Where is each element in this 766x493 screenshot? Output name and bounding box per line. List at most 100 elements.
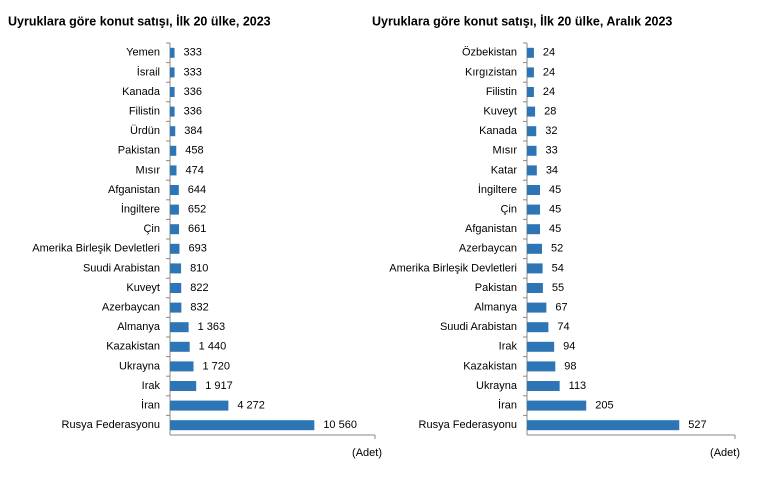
value-label: 333 <box>184 66 202 78</box>
value-label: 822 <box>190 282 208 294</box>
bar <box>170 361 194 372</box>
value-label: 45 <box>549 184 561 196</box>
category-label: Mısır <box>493 145 518 157</box>
value-label: 1 720 <box>203 360 231 372</box>
bar <box>170 243 180 254</box>
category-label: Irak <box>499 341 518 353</box>
value-label: 113 <box>569 380 587 392</box>
bar <box>170 87 175 97</box>
value-label: 1 363 <box>198 321 226 333</box>
bar <box>527 67 534 78</box>
bar <box>170 47 175 58</box>
value-label: 336 <box>184 86 202 98</box>
category-label: Irak <box>142 380 161 392</box>
category-label: Filistin <box>129 106 160 118</box>
category-label: Almanya <box>474 302 518 314</box>
value-label: 1 917 <box>205 380 233 392</box>
category-label: Suudi Arabistan <box>83 262 160 274</box>
value-label: 810 <box>190 262 208 274</box>
bar <box>527 263 543 274</box>
bar <box>170 224 180 235</box>
category-label: Ukrayna <box>119 360 161 372</box>
category-label: Pakistan <box>475 282 517 294</box>
bar <box>170 126 176 137</box>
value-label: 33 <box>546 145 558 157</box>
value-label: 10 560 <box>323 419 357 431</box>
value-label: 661 <box>188 223 206 235</box>
value-label: 4 272 <box>237 400 265 412</box>
category-label: Kazakistan <box>106 341 160 353</box>
value-label: 24 <box>543 47 555 59</box>
value-label: 67 <box>555 302 567 314</box>
category-label: Pakistan <box>118 145 160 157</box>
bar <box>527 87 534 97</box>
value-label: 45 <box>549 223 561 235</box>
bar <box>170 341 190 352</box>
value-label: 24 <box>543 86 555 98</box>
bar <box>170 283 182 293</box>
category-label: Özbekistan <box>462 47 517 59</box>
value-label: 527 <box>688 419 706 431</box>
value-label: 74 <box>557 321 569 333</box>
category-label: Rusya Federasyonu <box>419 419 517 431</box>
category-label: Ukrayna <box>476 380 518 392</box>
bar <box>170 420 315 431</box>
category-label: Kuveyt <box>126 282 160 294</box>
bar <box>527 341 555 352</box>
bar <box>527 381 560 391</box>
category-label: İngiltere <box>121 203 160 216</box>
value-label: 32 <box>545 125 557 137</box>
bar <box>527 243 543 254</box>
value-label: 458 <box>185 145 203 157</box>
category-label: İngiltere <box>478 183 517 196</box>
value-label: 24 <box>543 66 555 78</box>
bar <box>170 400 229 411</box>
bar <box>170 165 177 176</box>
value-label: 644 <box>188 184 206 196</box>
bar <box>170 322 189 333</box>
bar <box>170 67 175 78</box>
bar <box>527 283 543 293</box>
value-label: 34 <box>546 164 558 176</box>
value-label: 98 <box>564 360 576 372</box>
bar <box>527 224 540 235</box>
value-label: 652 <box>188 204 206 216</box>
bar <box>527 322 549 333</box>
category-label: Kuveyt <box>483 106 517 118</box>
category-label: Amerika Birleşik Devletleri <box>32 243 160 255</box>
value-label: 45 <box>549 204 561 216</box>
category-label: Yemen <box>126 47 160 59</box>
value-label: 205 <box>595 400 613 412</box>
bar <box>170 263 182 274</box>
bar <box>527 126 537 137</box>
category-label: Afganistan <box>108 184 160 196</box>
bar <box>527 165 537 176</box>
unit-label: (Adet) <box>352 447 382 459</box>
category-label: Suudi Arabistan <box>440 321 517 333</box>
bar <box>527 420 680 431</box>
bar <box>170 302 182 313</box>
category-label: Almanya <box>117 321 161 333</box>
bar <box>170 185 179 195</box>
category-label: Ürdün <box>130 125 160 137</box>
category-label: Rusya Federasyonu <box>62 419 160 431</box>
bar <box>527 47 534 58</box>
category-label: Kazakistan <box>463 360 517 372</box>
value-label: 336 <box>184 106 202 118</box>
category-label: İran <box>498 399 517 412</box>
bar <box>527 185 540 195</box>
chart-title: Uyruklara göre konut satışı, İlk 20 ülke… <box>8 13 271 28</box>
bar <box>527 204 540 215</box>
category-label: Azerbaycan <box>459 243 517 255</box>
bar <box>170 204 179 215</box>
value-label: 1 440 <box>199 341 227 353</box>
category-label: Kanada <box>479 125 518 137</box>
category-label: Afganistan <box>465 223 517 235</box>
category-label: Filistin <box>486 86 517 98</box>
chart-title: Uyruklara göre konut satışı, İlk 20 ülke… <box>372 13 672 28</box>
bar <box>527 400 587 411</box>
category-label: Kanada <box>122 86 161 98</box>
value-label: 384 <box>184 125 202 137</box>
category-label: Katar <box>491 164 518 176</box>
